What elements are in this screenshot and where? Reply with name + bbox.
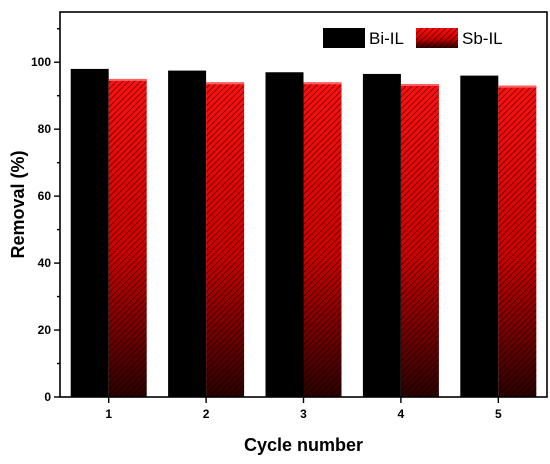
bar-bi-il-cycle-3 <box>265 72 304 398</box>
legend-swatch-bi-il <box>323 28 365 48</box>
legend-label-sb-il: Sb-IL <box>462 29 503 48</box>
legend-label-bi-il: Bi-IL <box>369 29 404 48</box>
bar-top-highlight-cycle-5 <box>498 85 537 88</box>
bar-hatch-sb-il-cycle-2 <box>206 82 245 397</box>
y-tick-label-100: 100 <box>31 55 51 69</box>
bar-bi-il-cycle-5 <box>460 75 499 397</box>
bar-hatch-sb-il-cycle-5 <box>498 85 537 398</box>
bar-bi-il-cycle-1 <box>70 68 109 398</box>
bar-top-highlight-cycle-3 <box>303 82 342 85</box>
bar-hatch-sb-il-cycle-3 <box>303 82 342 397</box>
x-tick-label-3: 3 <box>300 407 307 421</box>
x-axis-title: Cycle number <box>244 435 363 455</box>
y-tick-label-80: 80 <box>38 122 52 136</box>
x-tick-label-4: 4 <box>398 407 405 421</box>
x-tick-label-1: 1 <box>105 407 112 421</box>
legend-swatch-hatch-sb-il <box>416 28 458 48</box>
y-tick-label-0: 0 <box>44 390 51 404</box>
x-tick-label-2: 2 <box>203 407 210 421</box>
bar-top-highlight-cycle-4 <box>400 83 439 86</box>
x-tick-label-5: 5 <box>495 407 502 421</box>
bar-hatch-sb-il-cycle-4 <box>400 83 439 397</box>
y-axis-title: Removal (%) <box>8 150 28 258</box>
bar-bi-il-cycle-2 <box>168 70 207 397</box>
y-tick-label-40: 40 <box>38 256 52 270</box>
y-tick-label-60: 60 <box>38 189 52 203</box>
bar-bi-il-cycle-4 <box>362 73 401 397</box>
bar-top-highlight-cycle-2 <box>206 82 245 85</box>
bar-hatch-sb-il-cycle-1 <box>108 78 147 398</box>
bar-top-highlight-cycle-1 <box>108 78 147 81</box>
y-tick-label-20: 20 <box>38 323 52 337</box>
